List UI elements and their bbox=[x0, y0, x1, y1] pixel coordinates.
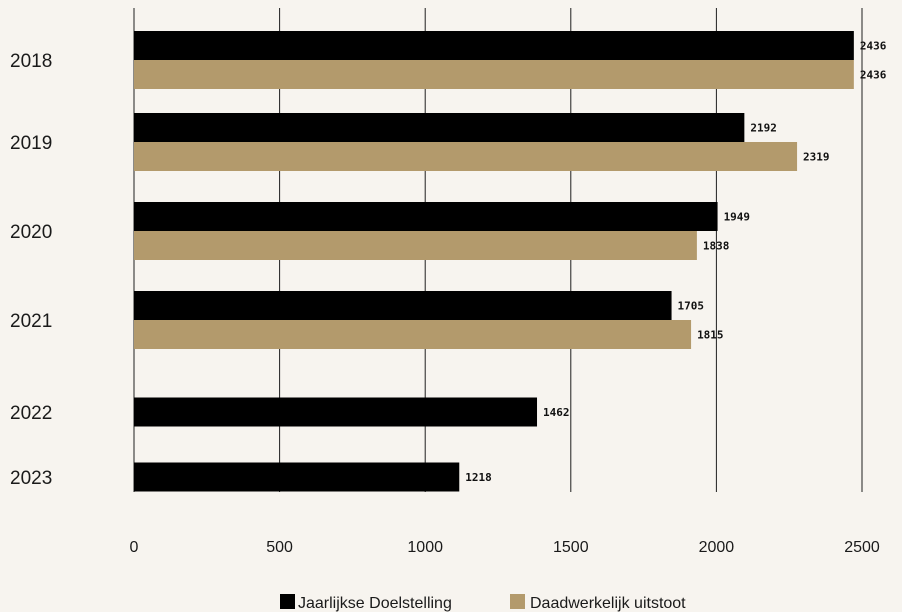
data-label-2020-doelstelling: 1949 bbox=[724, 211, 751, 224]
legend-label-doelstelling: Jaarlijkse Doelstelling bbox=[298, 595, 452, 612]
data-label-2023-doelstelling: 1218 bbox=[465, 471, 492, 484]
bar-2022-doelstelling bbox=[134, 397, 538, 427]
x-tick-label-500: 500 bbox=[266, 539, 293, 556]
legend-swatch-doelstelling bbox=[280, 594, 295, 609]
x-tick-labels: 0 500 1000 1500 2000 2500 bbox=[130, 539, 880, 556]
legend-swatch-uitstoot bbox=[510, 594, 525, 609]
category-labels: 2018 2019 2020 2021 2022 2023 bbox=[10, 51, 52, 489]
category-label-2020: 2020 bbox=[10, 222, 52, 243]
x-tick-label-2000: 2000 bbox=[699, 539, 735, 556]
x-tick-label-0: 0 bbox=[130, 539, 139, 556]
legend-label-uitstoot: Daadwerkelijk uitstoot bbox=[530, 595, 686, 612]
bar-2020-uitstoot bbox=[134, 231, 697, 260]
category-label-2021: 2021 bbox=[10, 311, 52, 332]
bar-2021-doelstelling bbox=[134, 291, 672, 320]
data-label-2018-doelstelling: 2436 bbox=[860, 40, 887, 53]
category-label-2022: 2022 bbox=[10, 403, 52, 424]
data-labels: 2436 2436 2192 2319 1949 1838 1705 1815 1462 1218 bbox=[465, 40, 886, 485]
data-label-2021-uitstoot: 1815 bbox=[697, 329, 724, 342]
x-tick-label-1500: 1500 bbox=[553, 539, 589, 556]
data-label-2019-doelstelling: 2192 bbox=[750, 122, 777, 135]
legend: Jaarlijkse Doelstelling Daadwerkelijk ui… bbox=[280, 594, 686, 612]
bar-2021-uitstoot bbox=[134, 320, 692, 349]
bar-2019-doelstelling bbox=[134, 113, 745, 142]
bar-2018-doelstelling bbox=[134, 31, 854, 60]
data-label-2019-uitstoot: 2319 bbox=[803, 151, 830, 164]
data-label-2020-uitstoot: 1838 bbox=[703, 240, 730, 253]
data-label-2021-doelstelling: 1705 bbox=[678, 300, 705, 313]
category-label-2023: 2023 bbox=[10, 468, 52, 489]
data-label-2022-doelstelling: 1462 bbox=[543, 406, 570, 419]
x-tick-label-2500: 2500 bbox=[844, 539, 880, 556]
bar-2019-uitstoot bbox=[134, 142, 798, 171]
category-label-2018: 2018 bbox=[10, 51, 52, 72]
bar-2020-doelstelling bbox=[134, 202, 718, 231]
category-label-2019: 2019 bbox=[10, 133, 52, 154]
bars bbox=[134, 31, 854, 492]
x-tick-label-1000: 1000 bbox=[407, 539, 443, 556]
bar-2023-doelstelling bbox=[134, 462, 460, 492]
data-label-2018-uitstoot: 2436 bbox=[860, 69, 887, 82]
bar-2018-uitstoot bbox=[134, 60, 854, 89]
